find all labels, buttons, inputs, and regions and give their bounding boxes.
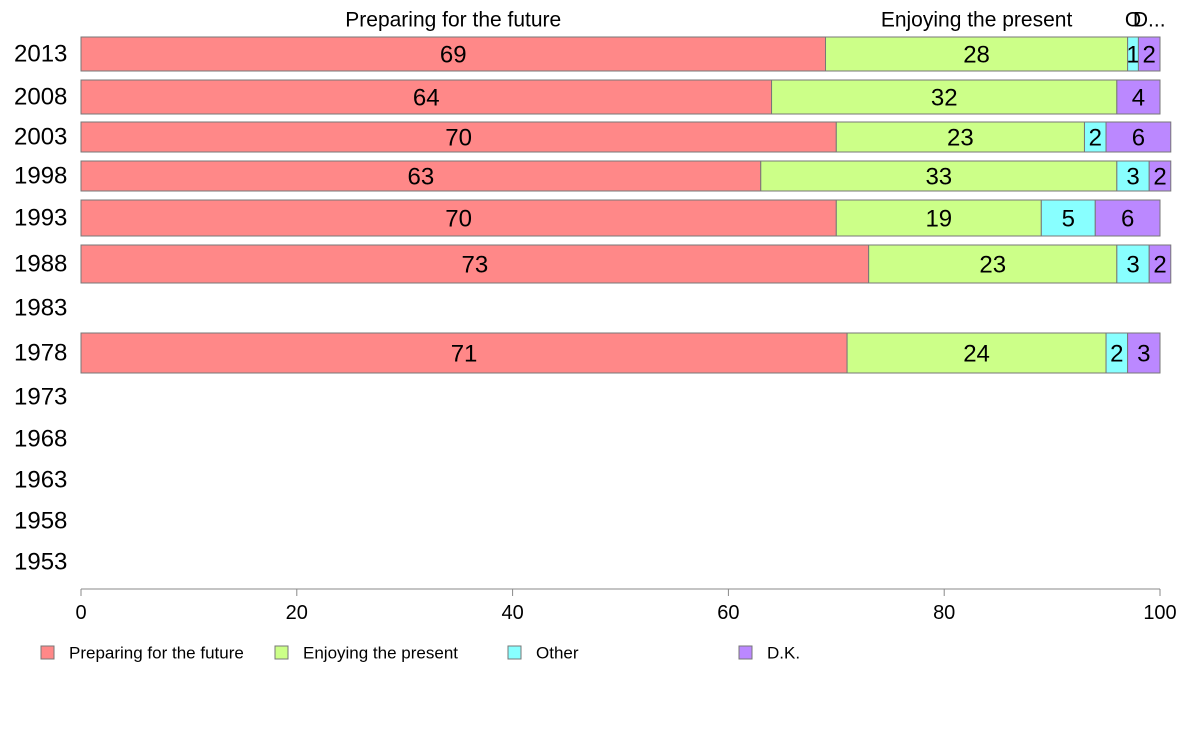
category-label-1953: 1953 xyxy=(14,549,67,576)
data-label-1978-d-k: 3 xyxy=(1137,341,1150,368)
x-tick-label-40: 40 xyxy=(501,602,523,624)
category-label-2013: 2013 xyxy=(14,41,67,68)
data-label-2008-d-k: 4 xyxy=(1132,85,1145,112)
x-tick-label-100: 100 xyxy=(1143,602,1176,624)
bar-2003-enjoying-the-present xyxy=(835,121,1085,153)
category-label-2008: 2008 xyxy=(14,84,67,111)
bar-1978-enjoying-the-present xyxy=(846,332,1107,374)
category-label-1963: 1963 xyxy=(14,467,67,494)
data-label-2008-enjoying-the-present: 32 xyxy=(931,85,958,112)
column-headers: Preparing for the future Enjoying the pre… xyxy=(345,9,1165,32)
bar-1978-d-k xyxy=(1127,332,1161,374)
x-tick-label-20: 20 xyxy=(286,602,308,624)
bar-2013-enjoying-the-present xyxy=(825,36,1129,72)
data-label-1988-other: 3 xyxy=(1126,252,1139,279)
data-label-2013-preparing-for-the-future: 69 xyxy=(440,42,467,69)
category-labels: 2013 2008 2003 1998 1993 1988 1983 1978 1973 1968… xyxy=(14,41,67,576)
data-label-1978-enjoying-the-present: 24 xyxy=(963,341,990,368)
legend-label-d-k: D.K. xyxy=(767,644,800,663)
data-label-1998-other: 3 xyxy=(1126,164,1139,191)
category-label-1968: 1968 xyxy=(14,426,67,453)
bar-1988-preparing-for-the-future xyxy=(80,244,870,284)
data-label-2003-other: 2 xyxy=(1089,125,1102,152)
category-label-1998: 1998 xyxy=(14,163,67,190)
data-label-2013-other: 1 xyxy=(1126,42,1139,69)
bar-2003-preparing-for-the-future xyxy=(80,121,837,153)
x-axis: 0 20 40 60 80 100 xyxy=(75,588,1177,624)
data-label-1998-d-k: 2 xyxy=(1153,164,1166,191)
data-label-2013-d-k: 2 xyxy=(1143,42,1156,69)
legend-swatch-preparing-for-the-future xyxy=(40,645,55,660)
bar-rows: 69 28 1 264 32 470 23 2 663 33 3 270 19 5 673 23 3 271 24 2… xyxy=(80,36,1172,374)
legend-label-enjoying-the-present: Enjoying the present xyxy=(303,644,458,663)
bar-1978-preparing-for-the-future xyxy=(80,332,848,374)
data-label-1993-enjoying-the-present: 19 xyxy=(925,206,952,233)
column-header-3: O xyxy=(1125,9,1141,32)
data-label-2008-preparing-for-the-future: 64 xyxy=(413,85,440,112)
legend: Preparing for the future Enjoying the pre… xyxy=(40,644,800,663)
category-label-1988: 1988 xyxy=(14,251,67,278)
bar-2013-d-k xyxy=(1137,36,1161,72)
category-label-1973: 1973 xyxy=(14,384,67,411)
bar-2008-d-k xyxy=(1116,79,1161,115)
bar-1998-enjoying-the-present xyxy=(760,160,1118,192)
legend-swatch-enjoying-the-present xyxy=(274,645,289,660)
bar-1988-enjoying-the-present xyxy=(868,244,1118,284)
category-label-1958: 1958 xyxy=(14,508,67,535)
legend-label-preparing-for-the-future: Preparing for the future xyxy=(69,644,244,663)
data-label-1988-d-k: 2 xyxy=(1153,252,1166,279)
category-label-1983: 1983 xyxy=(14,295,67,322)
bar-1993-other xyxy=(1040,199,1096,237)
data-label-1978-preparing-for-the-future: 71 xyxy=(451,341,478,368)
data-label-1998-preparing-for-the-future: 63 xyxy=(408,164,435,191)
x-tick-label-0: 0 xyxy=(75,602,86,624)
data-label-2003-enjoying-the-present: 23 xyxy=(947,125,974,152)
column-header-1: Preparing for the future xyxy=(345,9,561,32)
x-tick-label-60: 60 xyxy=(717,602,739,624)
data-label-1993-d-k: 6 xyxy=(1121,206,1134,233)
data-label-1988-enjoying-the-present: 23 xyxy=(979,252,1006,279)
legend-label-other: Other xyxy=(536,644,579,663)
column-header-4: D... xyxy=(1133,9,1166,32)
bar-2003-d-k xyxy=(1105,121,1172,153)
column-header-2: Enjoying the present xyxy=(881,9,1073,32)
category-label-1978: 1978 xyxy=(14,340,67,367)
data-label-1998-enjoying-the-present: 33 xyxy=(925,164,952,191)
legend-swatch-d-k xyxy=(738,645,753,660)
category-label-2003: 2003 xyxy=(14,124,67,151)
data-label-1988-preparing-for-the-future: 73 xyxy=(461,252,488,279)
bar-1993-d-k xyxy=(1094,199,1161,237)
data-label-1993-preparing-for-the-future: 70 xyxy=(445,206,472,233)
data-label-1993-other: 5 xyxy=(1062,206,1075,233)
data-label-1978-other: 2 xyxy=(1110,341,1123,368)
bar-2008-preparing-for-the-future xyxy=(80,79,773,115)
data-label-2003-preparing-for-the-future: 70 xyxy=(445,125,472,152)
category-label-1993: 1993 xyxy=(14,205,67,232)
data-label-2003-d-k: 6 xyxy=(1132,125,1145,152)
x-tick-label-80: 80 xyxy=(933,602,955,624)
data-label-2013-enjoying-the-present: 28 xyxy=(963,42,990,69)
bar-1988-other xyxy=(1116,244,1150,284)
bar-1993-enjoying-the-present xyxy=(835,199,1042,237)
bar-1993-preparing-for-the-future xyxy=(80,199,837,237)
bar-1988-d-k xyxy=(1148,244,1172,284)
legend-swatch-other xyxy=(507,645,522,660)
bar-1998-d-k xyxy=(1148,160,1172,192)
